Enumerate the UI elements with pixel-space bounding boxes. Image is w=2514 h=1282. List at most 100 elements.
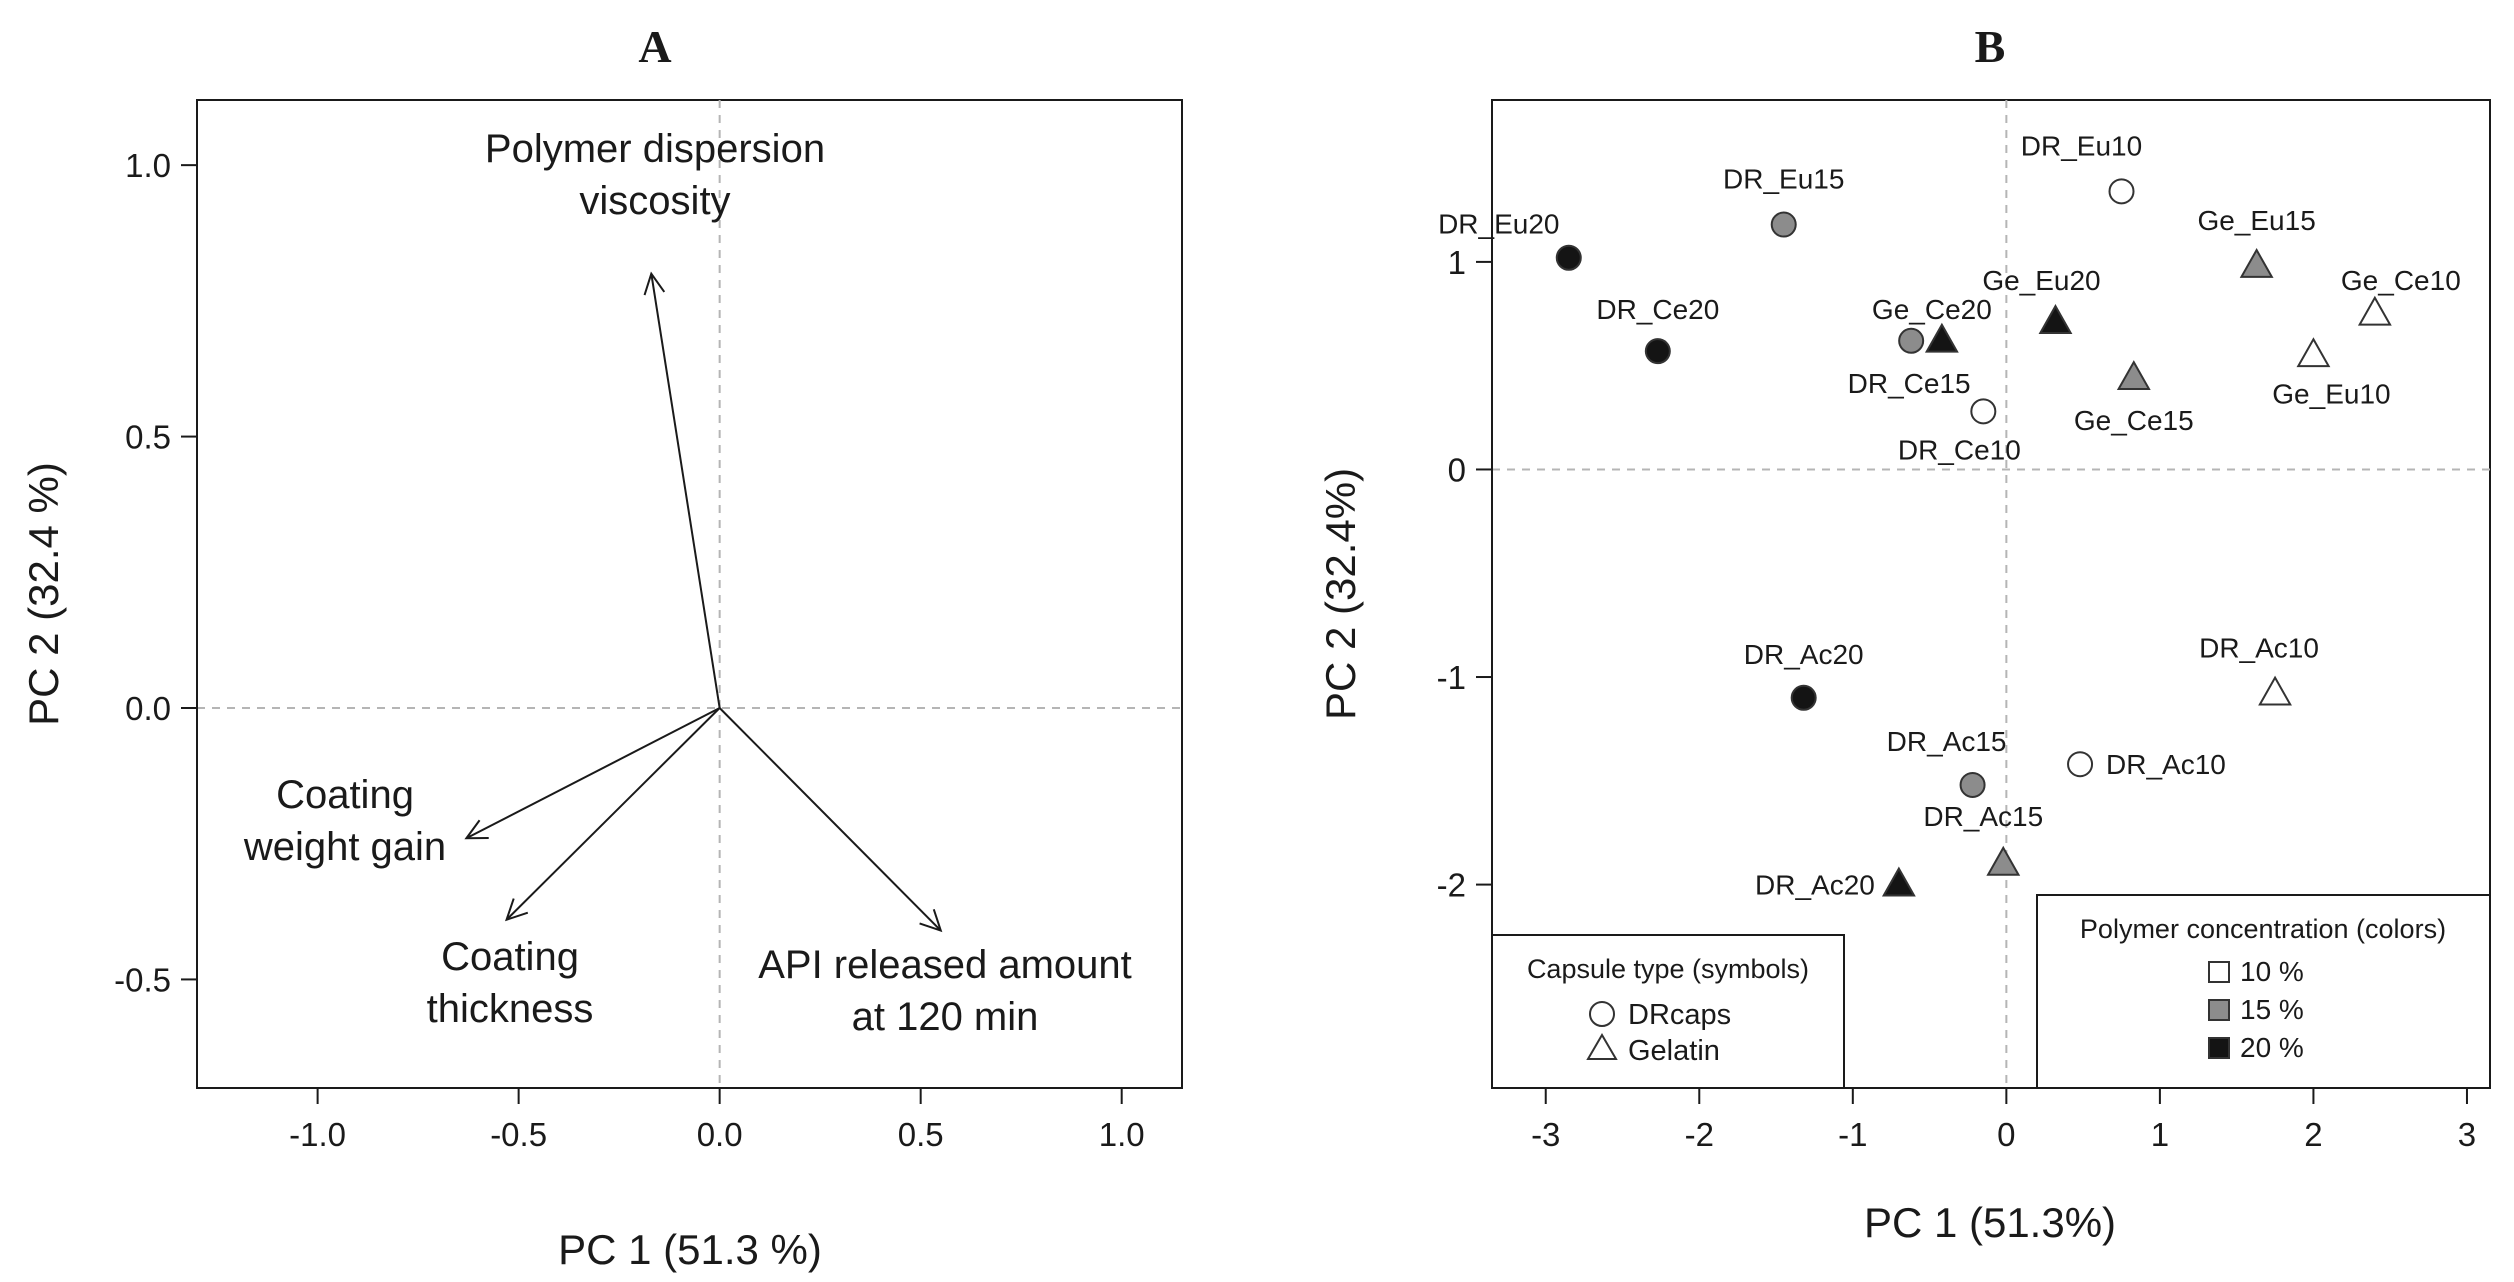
score-label-dr-ac10: DR_Ac10: [2199, 633, 2319, 664]
panel-b-x-tick-label: 0: [1997, 1116, 2015, 1153]
score-point-dr-ac20-drcaps: [1790, 684, 1817, 711]
panel-a-x-tick-label: -0.5: [490, 1116, 547, 1153]
loading-label-line: Coating: [276, 773, 414, 817]
score-point-ge-eu20-gelatin: [2038, 304, 2073, 334]
panel-a-y-axis: -0.5 0.0 0.5 1.0: [114, 147, 198, 998]
score-point-dr-ce10-drcaps: [1970, 398, 1997, 425]
concentration-legend-title: Polymer concentration (colors): [2080, 914, 2446, 944]
loading-label-line: thickness: [427, 987, 594, 1031]
panel-b-y-tick-label: -1: [1437, 659, 1466, 696]
panel-b-y-tick-label: 1: [1448, 244, 1466, 281]
concentration-swatch-20: [2208, 1037, 2230, 1059]
loading-label-line: Polymer dispersion: [485, 127, 825, 171]
panel-b-x-axis-title: PC 1 (51.3%): [1864, 1199, 2116, 1246]
score-label-ge-ce15: Ge_Ce15: [2074, 405, 2194, 436]
panel-b-x-tick-label: -2: [1685, 1116, 1714, 1153]
panel-b-x-tick-label: 1: [2151, 1116, 2169, 1153]
panel-a-x-tick-label: 0.0: [697, 1116, 743, 1153]
loading-label-thickness: Coating thickness: [427, 935, 594, 1031]
capsule-legend-drcaps-label: DRcaps: [1628, 999, 1731, 1031]
loading-label-line: viscosity: [579, 179, 730, 223]
score-label-ge-ce20: Ge_Ce20: [1872, 294, 1992, 325]
panel-b-x-axis: -3 -2 -1 0 1 2 3: [1531, 1087, 2476, 1153]
concentration-label-20: 20 %: [2240, 1032, 2304, 1063]
capsule-legend-title: Capsule type (symbols): [1527, 954, 1809, 984]
panel-a-loading-vectors: Polymer dispersion viscosity Coating weight…: [243, 127, 1132, 1039]
score-label-dr-eu10: DR_Eu10: [2021, 130, 2142, 161]
panel-b-y-tick-label: 0: [1448, 451, 1466, 488]
panel-b-label: B: [1975, 21, 2006, 72]
score-label-ge-eu15: Ge_Eu15: [2197, 205, 2315, 236]
score-label-dr-ac20: DR_Ac20: [1755, 870, 1875, 901]
panel-a-x-axis: -1.0 -0.5 0.0 0.5 1.0: [289, 1087, 1145, 1153]
panel-b-x-tick-label: -3: [1531, 1116, 1560, 1153]
concentration-swatch-15: [2208, 999, 2230, 1021]
score-point-dr-eu10-drcaps: [2108, 178, 2135, 205]
concentration-swatch-10: [2208, 961, 2230, 983]
panel-a-y-tick-label: -0.5: [114, 961, 171, 998]
panel-b-y-axis: -2 -1 0 1: [1437, 244, 1493, 904]
loading-label-line: weight gain: [243, 825, 446, 869]
loading-label-line: API released amount: [758, 943, 1132, 987]
score-label-dr-eu15: DR_Eu15: [1723, 164, 1844, 195]
score-point-ge-eu15-gelatin: [2239, 248, 2274, 278]
loading-label-weight-gain: Coating weight gain: [243, 773, 446, 869]
capsule-legend-box: [1491, 934, 1845, 1089]
capsule-type-legend: Capsule type (symbols) DRcaps Gelatin: [1491, 934, 1845, 1089]
panel-a-label: A: [638, 21, 671, 72]
score-point-ge-ce15-gelatin: [2116, 360, 2151, 391]
loading-label-api-released: API released amount at 120 min: [758, 943, 1132, 1039]
score-label-ge-eu10: Ge_Eu10: [2272, 378, 2390, 409]
concentration-legend-box: [2036, 894, 2491, 1089]
score-label-dr-ac15: DR_Ac15: [1923, 801, 2043, 832]
score-point-dr-ac10-gelatin: [2258, 675, 2292, 706]
panel-b-score-points: DR_Eu20 DR_Eu15 DR_Eu10 DR_Ce20 DR_Ce15 DR_Ce…: [1438, 130, 2461, 900]
score-point-dr-ce15-drcaps: [1898, 327, 1925, 354]
panel-b-scores-plot: B -3 -2 -1 0 1 2 3 -2 -1 0 1 DR_Eu20 DR_Eu15 DR_Eu1…: [1317, 21, 2491, 1246]
panel-b-x-tick-label: 3: [2458, 1116, 2476, 1153]
concentration-label-10: 10 %: [2240, 956, 2304, 987]
score-label-ge-ce10: Ge_Ce10: [2341, 265, 2461, 296]
panel-b-y-axis-title: PC 2 (32.4%): [1317, 468, 1364, 720]
panel-b-x-tick-label: 2: [2304, 1116, 2322, 1153]
loading-vector-thickness: [504, 707, 721, 922]
score-point-dr-ac15-drcaps: [1959, 771, 1986, 798]
capsule-legend-circle-symbol: [1589, 1001, 1615, 1027]
panel-a-y-tick-label: 1.0: [125, 147, 171, 184]
score-label-dr-ac20: DR_Ac20: [1744, 639, 1864, 670]
capsule-legend-triangle-symbol: [1586, 1033, 1618, 1060]
score-point-dr-eu15-drcaps: [1770, 211, 1797, 238]
score-point-dr-ac15-gelatin: [1986, 845, 2021, 876]
score-label-dr-ce10: DR_Ce10: [1898, 434, 2021, 465]
panel-a-y-tick-label: 0.0: [125, 690, 171, 727]
score-point-dr-ce20-drcaps: [1644, 338, 1671, 365]
score-label-ge-eu20: Ge_Eu20: [1982, 265, 2100, 296]
loading-label-viscosity: Polymer dispersion viscosity: [485, 127, 825, 223]
score-label-dr-ce20: DR_Ce20: [1596, 294, 1719, 325]
capsule-legend-gelatin-label: Gelatin: [1628, 1035, 1720, 1067]
loading-vector-weight-gain: [464, 707, 721, 840]
concentration-label-15: 15 %: [2240, 994, 2304, 1025]
panel-a-x-axis-title: PC 1 (51.3 %): [558, 1226, 822, 1273]
panel-a-y-tick-label: 0.5: [125, 419, 171, 456]
score-point-ge-eu10-gelatin: [2296, 337, 2331, 368]
score-point-ge-ce20-gelatin: [1924, 322, 1959, 353]
panel-a-loadings-plot: A -1.0 -0.5 0.0 0.5 1.0 -0.5 0.0 0.5 1.0 Polyme…: [20, 21, 1183, 1273]
panel-a-x-tick-label: 1.0: [1099, 1116, 1145, 1153]
loading-vector-api-released: [718, 707, 943, 933]
concentration-legend: Polymer concentration (colors) 10 % 15 %…: [2036, 894, 2491, 1089]
panel-b-x-tick-label: -1: [1838, 1116, 1867, 1153]
score-label-dr-ce15: DR_Ce15: [1848, 368, 1971, 399]
score-point-dr-ac10-drcaps: [2067, 751, 2094, 778]
score-label-dr-ac15: DR_Ac15: [1887, 726, 2007, 757]
score-point-ge-ce10-gelatin: [2357, 295, 2392, 326]
loading-label-line: Coating: [441, 935, 579, 979]
score-label-dr-eu20: DR_Eu20: [1438, 209, 1559, 240]
score-label-dr-ac10: DR_Ac10: [2106, 749, 2226, 780]
loading-label-line: at 120 min: [852, 995, 1039, 1039]
panel-a-plot-frame: [196, 99, 1183, 1089]
score-point-dr-ac20-gelatin: [1881, 866, 1916, 897]
panel-a-y-axis-title: PC 2 (32.4 %): [20, 462, 67, 726]
panel-b-y-tick-label: -2: [1437, 867, 1466, 904]
